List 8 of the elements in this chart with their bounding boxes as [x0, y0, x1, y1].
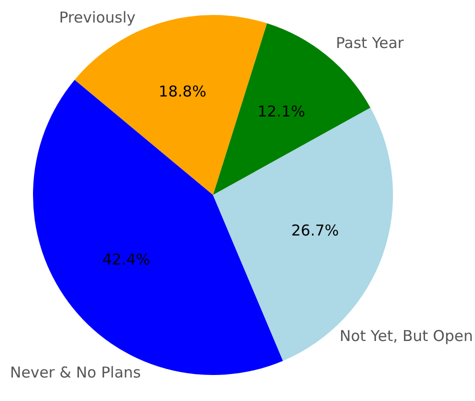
slice-label: Not Yet, But Open — [340, 327, 473, 346]
data-label: 26.7% — [291, 221, 339, 240]
slice-label: Previously — [59, 8, 136, 26]
data-label: 18.8% — [158, 82, 206, 100]
data-label: 12.1% — [257, 102, 306, 120]
data-label: 42.4% — [102, 250, 150, 268]
slice-label: Never & No Plans — [10, 363, 142, 382]
slice-label: Past Year — [336, 34, 405, 52]
